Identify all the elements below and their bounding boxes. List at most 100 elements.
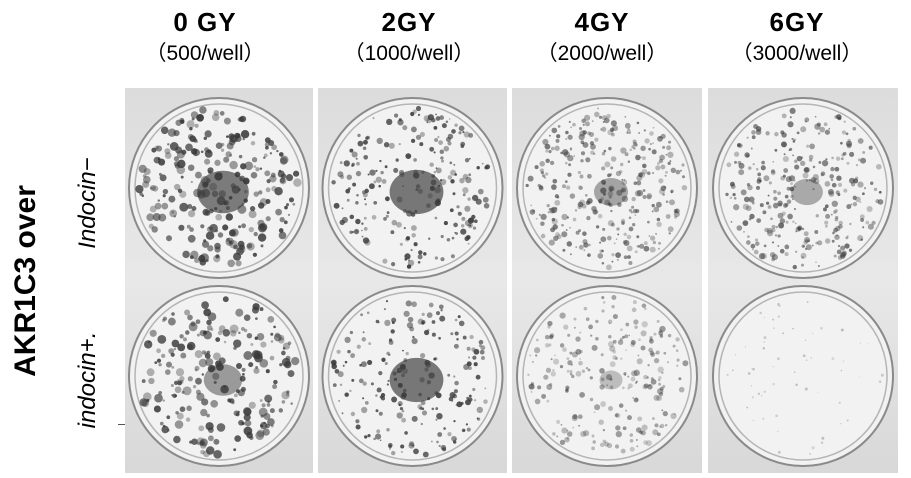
colony-dot xyxy=(638,172,643,178)
colony-dot xyxy=(734,354,737,356)
colony-dot xyxy=(590,143,596,150)
colony-dot xyxy=(391,317,397,323)
colony-dot xyxy=(572,426,575,429)
colony-dot xyxy=(393,167,399,173)
colony-dot xyxy=(840,251,847,258)
colony-dot xyxy=(465,399,471,406)
colony-dot xyxy=(476,406,483,414)
colony-dot xyxy=(867,342,869,344)
colony-dot xyxy=(548,239,555,246)
colony-dot xyxy=(453,420,456,423)
colony-dot xyxy=(619,337,623,341)
colony-dot xyxy=(639,430,643,435)
colony-dot xyxy=(824,181,831,187)
colony-dot xyxy=(571,374,575,379)
colony-dot xyxy=(213,109,220,116)
colony-dot xyxy=(337,171,344,178)
colony-dot xyxy=(458,131,462,135)
colony-dot xyxy=(237,410,240,414)
colony-dot xyxy=(668,232,671,235)
colony-dot xyxy=(207,170,212,174)
colony-dot xyxy=(646,193,653,199)
colony-dot xyxy=(352,182,357,187)
colony-dot xyxy=(265,369,270,374)
colony-dot xyxy=(270,332,274,336)
colony-dot xyxy=(823,207,827,212)
colony-dot xyxy=(633,369,640,376)
colony-dot xyxy=(592,440,596,444)
colony-dot xyxy=(419,406,423,410)
colony-dot xyxy=(404,237,410,242)
colony-dot xyxy=(582,141,589,148)
colony-dot xyxy=(214,207,218,211)
colony-dot xyxy=(834,234,840,240)
colony-dot xyxy=(404,431,408,435)
colony-dot xyxy=(276,149,279,153)
colony-dot xyxy=(743,196,750,203)
colony-dot xyxy=(198,425,205,432)
colony-dot xyxy=(344,392,349,397)
colony-dot xyxy=(632,300,637,305)
colony-dot xyxy=(191,438,198,445)
colony-dot xyxy=(787,213,793,220)
colony-dot xyxy=(831,182,837,188)
colony-dot xyxy=(601,166,606,171)
colony-dot xyxy=(401,417,407,423)
colony-dot xyxy=(448,118,451,120)
colony-dot xyxy=(375,319,380,324)
colony-dot xyxy=(627,383,633,389)
colony-dot xyxy=(349,214,355,220)
colony-dot xyxy=(401,373,405,378)
colony-dot xyxy=(751,248,755,251)
colony-dot xyxy=(556,419,561,424)
colony-dot xyxy=(573,317,577,321)
colony-dot xyxy=(402,208,408,214)
colony-dot xyxy=(559,343,565,348)
colony-dot xyxy=(769,252,776,258)
colony-dot xyxy=(383,142,390,148)
colony-dot xyxy=(590,150,595,155)
colony-dot xyxy=(413,242,418,247)
colony-dot xyxy=(195,377,202,385)
colony-dot xyxy=(436,311,440,316)
colony-dot xyxy=(260,424,264,428)
colony-dot xyxy=(842,360,845,362)
colony-dot xyxy=(428,372,435,379)
colony-dot xyxy=(473,362,478,367)
colony-dot xyxy=(240,326,245,331)
colony-dot xyxy=(546,203,550,208)
colony-dot xyxy=(754,238,759,242)
colony-dot xyxy=(579,130,586,137)
colony-dot xyxy=(443,145,450,152)
colony-dot xyxy=(819,126,826,133)
colony-dot xyxy=(862,226,865,229)
colony-dot xyxy=(435,407,439,411)
colony-dot xyxy=(534,398,541,405)
colony-dot xyxy=(567,134,573,140)
colony-dot xyxy=(580,151,586,156)
colony-dot xyxy=(380,396,386,401)
colony-dot xyxy=(673,208,678,214)
colony-dot xyxy=(772,202,779,209)
colony-dot xyxy=(621,386,625,390)
colony-dot xyxy=(179,202,189,212)
colony-dot xyxy=(173,215,177,218)
colony-dot xyxy=(635,438,638,442)
colony-dot xyxy=(636,358,643,365)
colony-dot xyxy=(601,296,605,300)
colony-dot xyxy=(256,332,265,341)
colony-dot xyxy=(838,220,843,226)
colony-dot xyxy=(599,442,605,448)
colony-dot xyxy=(649,235,656,241)
colony-dot xyxy=(355,218,361,225)
colony-dot xyxy=(643,241,648,246)
colony-dot xyxy=(280,155,289,165)
colony-dot xyxy=(270,172,276,178)
colony-dot xyxy=(176,165,186,175)
colony-dot xyxy=(539,161,545,167)
colony-dot xyxy=(401,392,407,398)
colony-dot xyxy=(628,216,632,220)
colony-dot xyxy=(643,245,650,252)
colony-dot xyxy=(615,425,621,431)
colony-dot xyxy=(341,412,344,415)
